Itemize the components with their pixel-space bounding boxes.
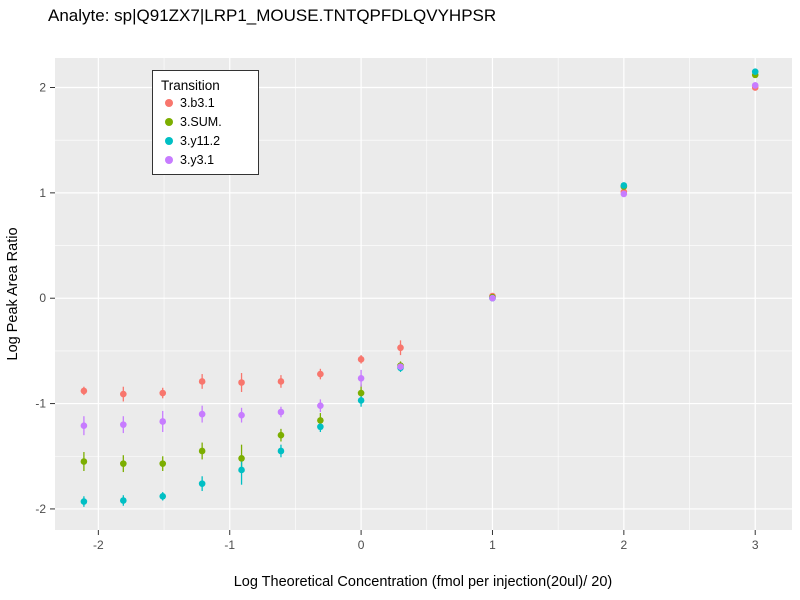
y-tick-label: 2 <box>39 81 46 95</box>
data-point <box>357 374 365 382</box>
data-point <box>751 82 759 89</box>
legend-item-label: 3.y3.1 <box>180 153 214 167</box>
data-point <box>397 344 404 352</box>
data-point <box>317 370 324 378</box>
data-point <box>80 498 88 505</box>
data-point <box>317 417 324 424</box>
data-point <box>277 408 285 416</box>
legend-swatch <box>165 118 173 126</box>
data-point <box>317 402 324 409</box>
data-point <box>238 455 245 462</box>
data-point <box>198 378 206 385</box>
data-point <box>120 460 127 467</box>
data-point <box>620 190 628 198</box>
data-point <box>238 466 245 474</box>
data-point <box>120 390 127 398</box>
x-tick-label: 2 <box>620 538 627 552</box>
legend-swatch <box>165 99 173 107</box>
y-tick-label: 0 <box>39 291 46 305</box>
x-tick-label: 1 <box>489 538 496 552</box>
data-point <box>159 460 167 467</box>
legend-title: Transition <box>161 78 220 93</box>
legend-item-label: 3.b3.1 <box>180 96 215 110</box>
data-point <box>198 410 206 418</box>
data-point <box>198 480 206 487</box>
data-point <box>120 497 127 504</box>
x-tick-label: 0 <box>358 538 365 552</box>
data-point <box>80 458 88 465</box>
legend-swatch <box>165 156 173 164</box>
data-point <box>620 182 628 189</box>
data-point <box>277 447 285 455</box>
x-tick-label: -1 <box>224 538 235 552</box>
x-tick-label: 3 <box>752 538 759 552</box>
data-point <box>397 363 404 370</box>
data-point <box>357 356 365 363</box>
y-tick-label: 1 <box>39 186 46 200</box>
data-point <box>159 389 167 397</box>
plot-area: -2 -1 0 1 2 3 -2 -1 0 1 2 <box>35 58 792 552</box>
chart-title: Analyte: sp|Q91ZX7|LRP1_MOUSE.TNTQPFDLQV… <box>48 6 496 25</box>
data-point <box>120 421 127 428</box>
data-point <box>317 423 324 431</box>
y-axis-label: Log Peak Area Ratio <box>5 227 21 360</box>
data-point <box>198 447 206 455</box>
x-tick-label: -2 <box>93 538 104 552</box>
data-point <box>80 387 88 395</box>
data-point <box>357 389 365 397</box>
data-point <box>238 379 245 386</box>
data-point <box>489 294 496 302</box>
data-point <box>159 492 167 500</box>
data-point <box>751 68 759 75</box>
data-point <box>238 411 245 419</box>
data-point <box>357 397 365 404</box>
legend-items: 3.b3.1 3.SUM. 3.y11.2 3.y3.1 <box>165 96 222 167</box>
legend: Transition 3.b3.1 3.SUM. 3.y11.2 3.y3.1 <box>152 70 259 175</box>
x-axis-label: Log Theoretical Concentration (fmol per … <box>234 574 613 590</box>
y-tick-label: -1 <box>35 397 46 411</box>
y-tick-label: -2 <box>35 502 46 516</box>
data-point <box>277 431 285 439</box>
legend-item-label: 3.SUM. <box>180 115 222 129</box>
data-point <box>159 418 167 425</box>
legend-item-label: 3.y11.2 <box>180 134 220 148</box>
data-point <box>80 422 88 429</box>
legend-swatch <box>165 137 173 145</box>
data-point <box>277 378 285 385</box>
